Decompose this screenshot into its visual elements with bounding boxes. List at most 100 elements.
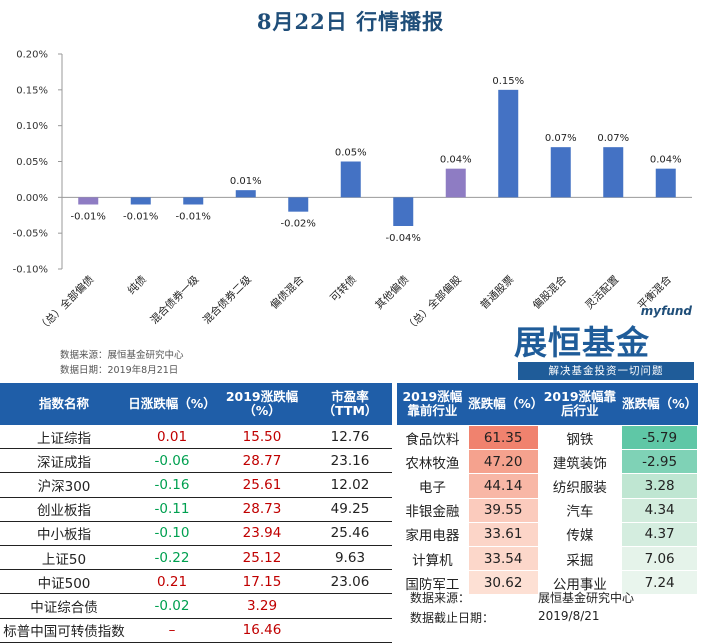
top-industry-change: 47.20	[467, 449, 539, 475]
bar-chart: 0.20% 0.15% 0.10% 0.05% 0.00% -0.05% -0.10% -0…	[13, 50, 692, 335]
x-tick-label: （总）全部偏股	[403, 273, 465, 335]
col-header-bottom-industry: 2019涨幅靠后行业	[538, 383, 622, 426]
bar	[78, 197, 99, 205]
footer-date-label: 数据截止日期：	[410, 611, 495, 625]
bar	[603, 147, 624, 198]
chart-source: 数据来源：展恒基金研究中心	[60, 350, 184, 361]
col-header-day-change: 日涨跌幅（%）	[128, 383, 216, 425]
table-row: 国防军工 30.62 公用事业 7.24	[396, 570, 698, 596]
footer-source-value: 展恒基金研究中心	[538, 591, 635, 605]
top-industry-change: 33.61	[467, 521, 539, 547]
logo-slogan: 解决基金投资一切问题	[518, 362, 694, 380]
index-ytd-change: 3.29	[216, 593, 308, 619]
data-label: 0.07%	[597, 133, 629, 144]
top-industry-change: 39.55	[467, 497, 539, 523]
bottom-industry-name: 公用事业	[537, 570, 623, 596]
bar	[445, 168, 466, 198]
bar	[130, 197, 151, 205]
index-ytd-change: 16.46	[216, 618, 308, 643]
index-name: 上证综指	[0, 425, 128, 450]
index-name: 沪深300	[0, 472, 128, 498]
top-industry-name: 计算机	[396, 545, 469, 572]
bottom-industry-change: 7.24	[621, 570, 698, 596]
bar-series: -0.01% -0.01% -0.01% 0.01% -0.02% 0.05% -0.04%…	[71, 76, 682, 244]
y-tick-label: -0.05%	[13, 229, 48, 240]
index-table-header: 指数名称 日涨跌幅（%） 2019涨跌幅（%） 市盈率（TTM）	[0, 383, 392, 425]
index-name: 中小板指	[0, 521, 128, 546]
logo-myfund: myfund	[640, 304, 692, 318]
bottom-industry-name: 建筑装饰	[537, 449, 623, 475]
index-day-change: 0.21	[128, 569, 216, 595]
table-row: 中证综合债 -0.02 3.29	[0, 593, 392, 619]
y-tick-label: -0.10%	[13, 265, 48, 276]
page-title: 8月22日 行情播报	[256, 9, 445, 34]
col-header-top-industry: 2019涨幅靠前行业	[396, 383, 469, 426]
col-header-pe: 市盈率（TTM）	[308, 383, 392, 425]
table-row: 食品饮料 61.35 钢铁 -5.79	[396, 424, 698, 451]
table-row: 农林牧渔 47.20 建筑装饰 -2.95	[396, 449, 698, 475]
index-pe	[308, 618, 392, 643]
bar	[183, 197, 204, 205]
top-industry-change: 33.54	[467, 545, 539, 572]
x-tick-label: 混合债券一级	[148, 273, 202, 327]
bar	[235, 190, 256, 198]
data-label: -0.01%	[176, 212, 211, 223]
industry-table: 2019涨幅靠前行业 涨跌幅（%） 2019涨幅靠后行业 涨跌幅（%） 食品饮料…	[396, 383, 698, 596]
index-ytd-change: 25.12	[216, 545, 308, 571]
data-label: 0.05%	[335, 148, 367, 159]
top-industry-change: 30.62	[467, 570, 539, 596]
table-row: 计算机 33.54 采掘 7.06	[396, 545, 698, 572]
data-label: 0.01%	[230, 176, 262, 187]
index-name: 上证50	[0, 545, 128, 571]
index-pe: 12.76	[308, 425, 392, 450]
bottom-industry-change: -5.79	[621, 424, 698, 451]
index-name: 标普中国可转债指数	[0, 618, 128, 643]
table-row: 创业板指 -0.11 28.73 49.25	[0, 497, 392, 522]
bar	[340, 161, 361, 198]
index-day-change: -0.02	[128, 593, 216, 619]
bar	[498, 89, 519, 198]
table-row: 中证500 0.21 17.15 23.06	[0, 569, 392, 595]
bar	[393, 197, 414, 226]
y-tick-label: 0.10%	[16, 121, 48, 132]
index-day-change: -0.22	[128, 545, 216, 571]
y-tick-label: 0.00%	[16, 193, 48, 204]
top-industry-name: 农林牧渔	[396, 449, 469, 475]
x-tick-label: 其他偏债	[372, 273, 411, 312]
col-header-ytd-change: 2019涨跌幅（%）	[216, 383, 308, 425]
footer-source-label: 数据来源：	[410, 591, 471, 605]
x-tick-label: 纯债	[125, 273, 149, 297]
data-label: -0.01%	[71, 212, 106, 223]
table-row: 标普中国可转债指数 –16.46	[0, 618, 392, 643]
chart-date: 数据日期：2019年8月21日	[60, 365, 179, 376]
index-pe: 9.63	[308, 545, 392, 571]
logo-brand: 展恒基金	[514, 323, 650, 362]
index-name: 中证综合债	[0, 593, 128, 619]
bottom-industry-change: -2.95	[621, 449, 698, 475]
top-industry-name: 食品饮料	[396, 424, 469, 451]
index-name: 中证500	[0, 569, 128, 595]
col-header-top-change: 涨跌幅（%）	[468, 383, 543, 426]
index-ytd-change: 23.94	[216, 521, 308, 546]
bottom-industry-change: 4.37	[621, 521, 698, 547]
index-pe: 49.25	[308, 497, 392, 522]
data-label: 0.04%	[650, 155, 682, 166]
index-day-change: -0.11	[128, 497, 216, 522]
data-label: -0.01%	[123, 212, 158, 223]
table-row: 沪深300 -0.16 25.61 12.02	[0, 472, 392, 498]
top-industry-name: 电子	[396, 473, 469, 499]
bottom-industry-change: 7.06	[621, 545, 698, 572]
index-ytd-change: 28.73	[216, 497, 308, 522]
bottom-industry-name: 钢铁	[537, 424, 623, 451]
bottom-industry-change: 4.34	[621, 497, 698, 523]
data-label: 0.04%	[440, 155, 472, 166]
table-row: 深证成指 -0.06 28.77 23.16	[0, 448, 392, 474]
top-industry-name: 家用电器	[396, 521, 469, 547]
index-table: 指数名称 日涨跌幅（%） 2019涨跌幅（%） 市盈率（TTM） 上证综指 0.0…	[0, 383, 392, 643]
index-day-change: -0.06	[128, 448, 216, 474]
y-tick-label: 0.05%	[16, 157, 48, 168]
y-tick-label: 0.20%	[16, 50, 48, 61]
table-row: 中小板指 -0.10 23.94 25.46	[0, 521, 392, 546]
table-row: 电子 44.14 纺织服装 3.28	[396, 473, 698, 499]
col-header-bottom-change: 涨跌幅（%）	[621, 383, 698, 426]
